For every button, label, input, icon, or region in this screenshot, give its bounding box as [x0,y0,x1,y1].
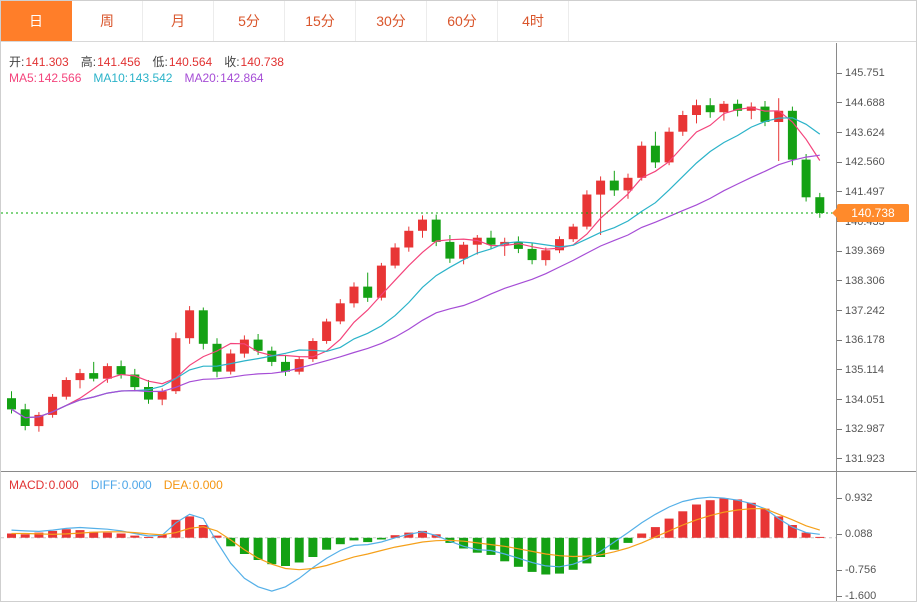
tab-60分[interactable]: 60分 [427,1,498,41]
price-axis-label: 145.751 [837,67,885,79]
panel-divider [1,471,916,472]
current-price-value: 140.738 [851,206,895,220]
price-axis-label: 131.923 [837,453,885,465]
low-label: 低: [152,55,168,69]
price-axis-label: 135.114 [837,364,884,376]
dea-label: DEA: [163,478,192,492]
macd-axis-label: 0.932 [837,492,873,504]
ma20-label: MA20: [184,71,220,85]
ma20-value: 142.864 [220,71,264,85]
dea-value: 0.000 [192,478,223,492]
tab-5分[interactable]: 5分 [214,1,285,41]
high-label: 高: [80,55,97,69]
price-axis-label: 137.242 [837,305,885,317]
open-value: 141.303 [25,55,69,69]
macd-axis-label: 0.088 [837,528,873,540]
macd-value: 0.000 [48,478,79,492]
macd-axis-label: -0.756 [837,564,876,576]
close-label: 收: [224,55,240,69]
price-axis-label: 134.051 [837,394,885,406]
macd-panel[interactable]: MACD:0.000 DIFF:0.000 DEA:0.000 [1,472,836,601]
ma5-label: MA5: [9,71,38,85]
price-axis-label: 139.369 [837,245,885,257]
diff-value: 0.000 [121,478,152,492]
price-axis-label: 138.306 [837,275,885,287]
open-label: 开: [9,55,25,69]
main-candlestick-chart[interactable]: 开:141.303 高:141.456 低:140.564 收:140.738 MA5… [1,43,836,471]
tab-日[interactable]: 日 [1,1,72,41]
high-value: 141.456 [97,55,141,69]
diff-label: DIFF: [90,478,121,492]
price-axis-label: 142.560 [837,156,885,168]
price-axis-label: 132.987 [837,423,885,435]
tab-15分[interactable]: 15分 [285,1,356,41]
ma10-label: MA10: [93,71,129,85]
price-axis-label: 143.624 [837,127,885,139]
price-axis-label: 141.497 [837,186,885,198]
candlestick-canvas[interactable] [1,43,836,471]
tab-30分[interactable]: 30分 [356,1,427,41]
low-value: 140.564 [168,55,213,69]
tab-月[interactable]: 月 [143,1,214,41]
price-axis: 145.751144.688143.624142.560141.497140.4… [836,43,916,471]
close-value: 140.738 [240,55,284,69]
interval-tabbar: 日周月 5分 15分 30分 60分 4时 [1,1,916,42]
price-axis-label: 144.688 [837,97,885,109]
macd-axis-label: -1.600 [837,590,876,601]
tab-4时[interactable]: 4时 [498,1,569,41]
ohlc-readout: 开:141.303 高:141.456 低:140.564 收:140.738 [9,53,296,70]
price-axis-label: 136.178 [837,334,885,346]
macd-canvas[interactable] [1,472,836,601]
tab-周[interactable]: 周 [72,1,143,41]
ma10-value: 143.542 [129,71,173,85]
macd-label: MACD: [9,478,48,492]
current-price-tag: 140.738 [832,204,909,222]
ma5-value: 142.566 [38,71,82,85]
ma-readout: MA5:142.566 MA10:143.542 MA20:142.864 [9,71,276,85]
macd-readout: MACD:0.000 DIFF:0.000 DEA:0.000 [9,478,235,492]
macd-axis: 0.932 0.088 -0.756 -1.600 [836,472,916,601]
